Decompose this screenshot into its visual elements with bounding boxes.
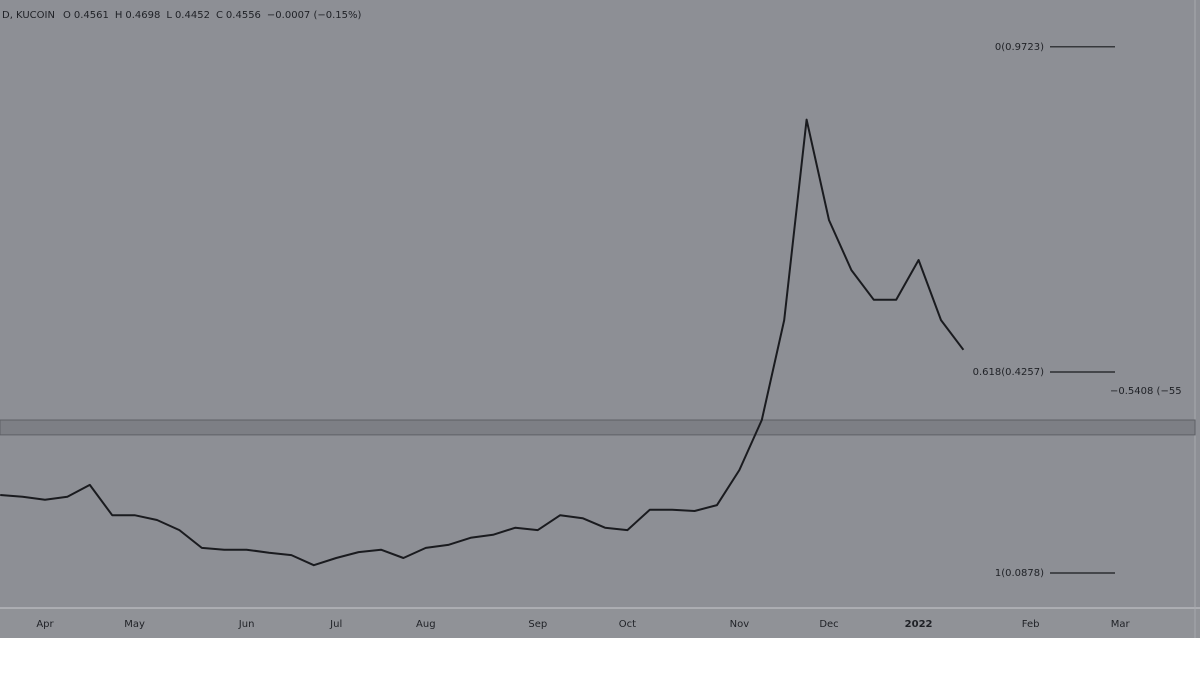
x-tick-label: Mar: [1111, 619, 1131, 630]
x-tick-label: Jun: [238, 619, 255, 630]
time-axis-background: [0, 608, 1200, 638]
x-tick-label: Aug: [416, 619, 436, 630]
ohlc-key: C: [216, 10, 223, 21]
ohlc-key: O: [63, 10, 71, 21]
x-tick-label: Nov: [730, 619, 750, 630]
x-tick-label: Apr: [36, 619, 54, 630]
x-tick-label: Oct: [619, 619, 636, 630]
x-tick-label: Feb: [1022, 619, 1040, 630]
plot-background: [0, 0, 1200, 608]
x-tick-label: May: [124, 619, 145, 630]
measure-label: −0.5408 (−55: [1110, 386, 1182, 397]
symbol-label: D, KUCOIN: [2, 10, 55, 21]
ohlc-key: L: [166, 10, 172, 21]
ohlc-value: 0.4452: [175, 10, 210, 21]
ohlc-key: H: [115, 10, 123, 21]
ohlc-value: 0.4698: [125, 10, 160, 21]
change-label: −0.0007 (−0.15%): [267, 10, 362, 21]
ohlc-value: 0.4556: [226, 10, 261, 21]
x-tick-label: Sep: [528, 619, 547, 630]
ohlc-value: 0.4561: [74, 10, 109, 21]
price-line: [0, 118, 965, 567]
fib-label: 1(0.0878): [995, 568, 1044, 579]
x-tick-label: 2022: [905, 619, 933, 630]
fib-label: 0(0.9723): [995, 42, 1044, 53]
fib-label: 0.618(0.4257): [973, 367, 1045, 378]
x-tick-label: Jul: [329, 619, 342, 630]
x-tick-label: Dec: [819, 619, 838, 630]
support-zone: [0, 419, 1196, 436]
